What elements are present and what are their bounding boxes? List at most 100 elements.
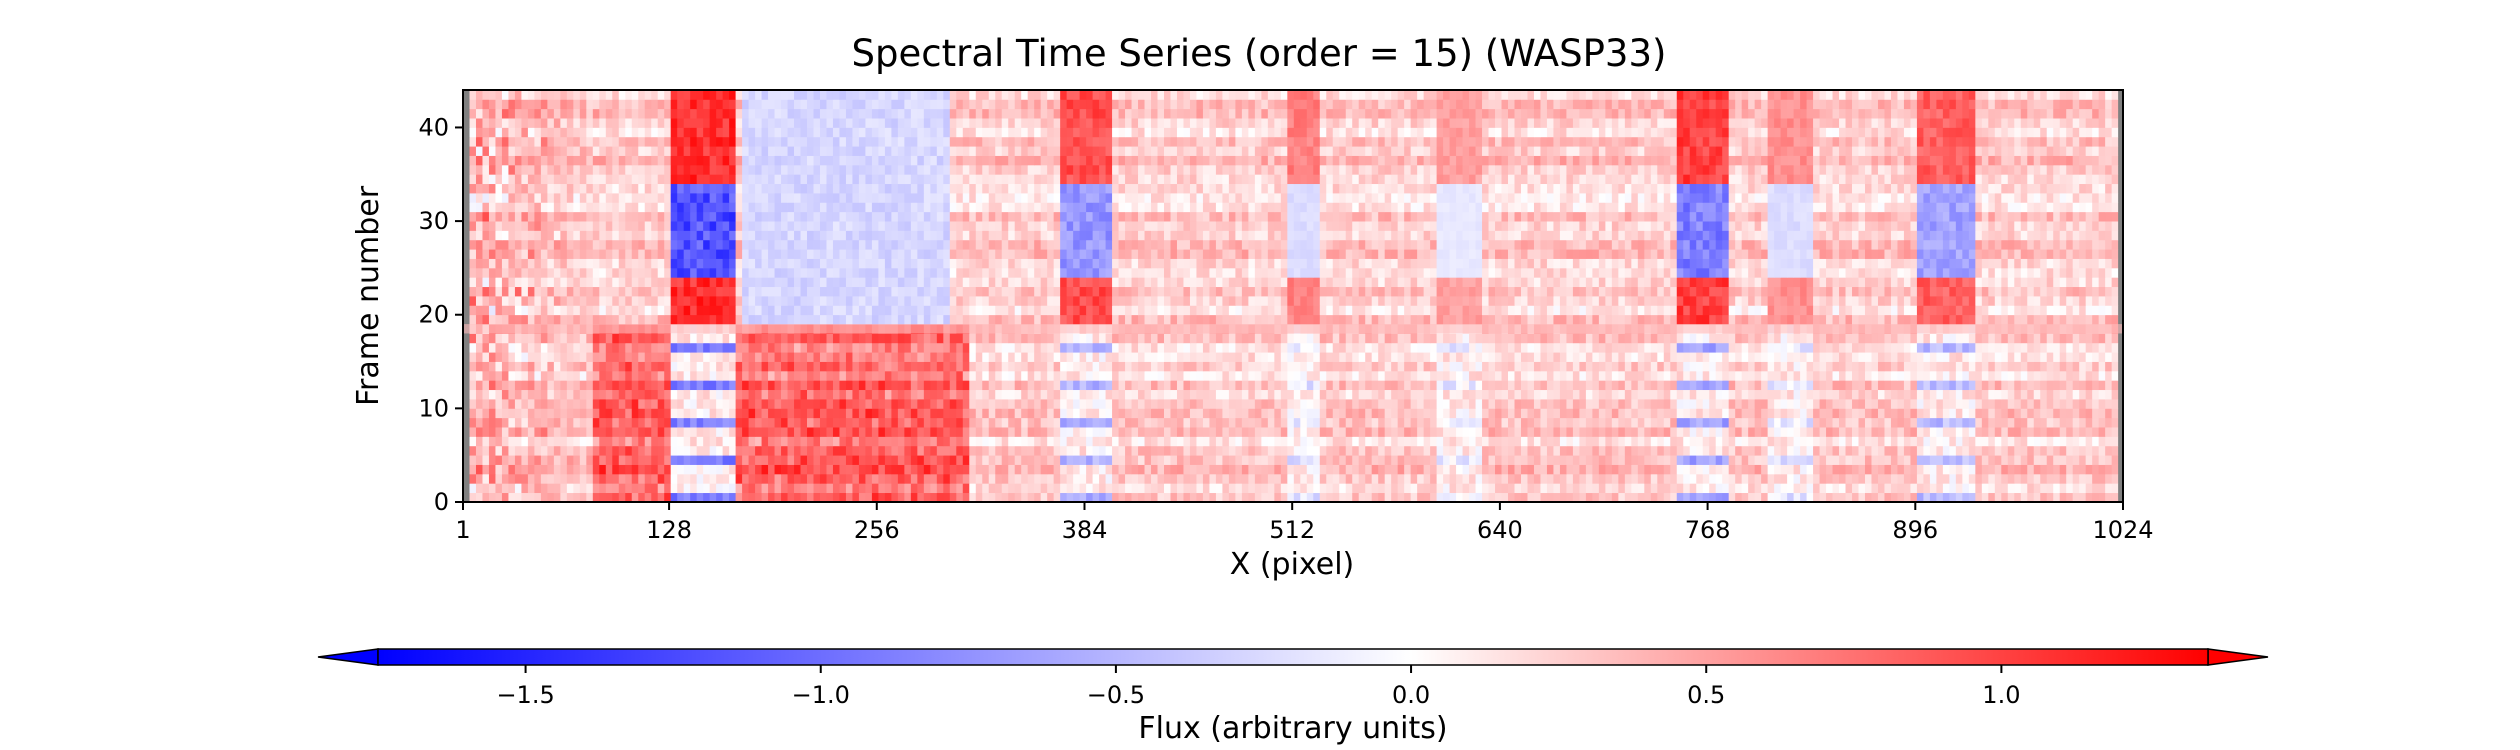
heatmap-cell (1780, 408, 1788, 419)
heatmap-cell (1326, 380, 1334, 391)
heatmap-cell (599, 380, 607, 391)
heatmap-cell (1014, 370, 1022, 381)
heatmap-cell (2014, 445, 2022, 456)
heatmap-cell (1365, 427, 1373, 437)
heatmap-cell (1884, 389, 1892, 400)
heatmap-cell (1916, 417, 1924, 428)
heatmap-cell (696, 389, 704, 400)
heatmap-cell (2033, 333, 2041, 344)
heatmap-cell (1365, 473, 1373, 484)
heatmap-cell (865, 455, 873, 465)
heatmap-cell (703, 361, 711, 372)
heatmap-cell (1903, 333, 1911, 344)
heatmap-cell (1079, 380, 1087, 391)
heatmap-cell (1631, 445, 1639, 456)
heatmap-cell (501, 408, 509, 419)
heatmap-cell (1092, 483, 1100, 494)
heatmap-cell (897, 455, 905, 465)
heatmap-cell (1676, 408, 1684, 419)
heatmap-cell (722, 436, 730, 447)
heatmap-cell (1832, 455, 1840, 465)
heatmap-cell (1189, 333, 1197, 344)
heatmap-cell (612, 427, 620, 437)
heatmap-cell (1196, 455, 1204, 465)
heatmap-cell (1813, 408, 1820, 419)
heatmap-cell (1378, 436, 1386, 447)
heatmap-cell (1248, 370, 1256, 381)
heatmap-cell (1975, 473, 1983, 484)
heatmap-cell (748, 473, 756, 484)
heatmap-cell (1300, 389, 1308, 400)
heatmap-cell (677, 408, 685, 419)
heatmap-cell (761, 427, 769, 437)
heatmap-cell (917, 427, 925, 437)
heatmap-cell (514, 370, 522, 381)
heatmap-cell (1968, 427, 1976, 437)
heatmap-cell (1241, 417, 1249, 428)
heatmap-cell (2092, 492, 2100, 503)
heatmap-cell (1014, 389, 1022, 400)
heatmap-cell (1508, 361, 1515, 372)
heatmap-cell (949, 352, 957, 362)
heatmap-cell (1955, 473, 1963, 484)
heatmap-cell (638, 417, 646, 428)
heatmap-cell (1877, 399, 1885, 409)
heatmap-cell (1858, 408, 1866, 419)
heatmap-cell (1495, 380, 1502, 391)
heatmap-cell (1280, 427, 1288, 437)
heatmap-cell (1287, 464, 1295, 475)
heatmap-cell (1222, 380, 1230, 391)
heatmap-cell (592, 408, 600, 419)
heatmap-cell (1566, 445, 1574, 456)
heatmap-cell (2040, 380, 2048, 391)
heatmap-cell (1176, 314, 1184, 325)
heatmap-cell (1293, 389, 1301, 400)
heatmap-cell (651, 314, 659, 325)
heatmap-cell (1592, 445, 1600, 456)
heatmap-cell (845, 333, 853, 344)
heatmap-cell (755, 473, 762, 484)
heatmap-cell (1430, 342, 1438, 353)
heatmap-cell (2118, 399, 2124, 409)
heatmap-cell (703, 342, 711, 353)
heatmap-cell (1826, 352, 1833, 362)
heatmap-cell (696, 427, 704, 437)
heatmap-cell (638, 389, 646, 400)
heatmap-cell (1657, 399, 1665, 409)
heatmap-cell (910, 399, 918, 409)
heatmap-cell (1241, 352, 1249, 362)
heatmap-cell (1391, 427, 1399, 437)
heatmap-cell (1715, 408, 1723, 419)
heatmap-cell (579, 473, 587, 484)
heatmap-cell (1014, 436, 1022, 447)
heatmap-cell (1650, 473, 1658, 484)
heatmap-cell (1572, 455, 1580, 465)
heatmap-cell (1683, 417, 1691, 428)
heatmap-cell (1780, 455, 1788, 465)
heatmap-cell (878, 464, 886, 475)
heatmap-cell (1553, 464, 1561, 475)
heatmap-cell (1631, 352, 1639, 362)
heatmap-cell (2020, 417, 2028, 428)
heatmap-cell (521, 361, 529, 372)
heatmap-cell (1942, 342, 1950, 353)
heatmap-cell (1962, 408, 1970, 419)
heatmap-cell (657, 314, 665, 325)
heatmap-cell (1780, 427, 1788, 437)
heatmap-cell (1378, 473, 1386, 484)
heatmap-cell (1404, 333, 1412, 344)
heatmap-cell (1462, 408, 1470, 419)
heatmap-cell (988, 370, 996, 381)
heatmap-cell (1508, 464, 1515, 475)
heatmap-cell (592, 417, 600, 428)
heatmap-cell (1176, 427, 1184, 437)
heatmap-cell (1189, 445, 1197, 456)
heatmap-cell (1430, 473, 1438, 484)
heatmap-cell (1877, 408, 1885, 419)
heatmap-cell (1787, 436, 1794, 447)
heatmap-cell (852, 333, 860, 344)
heatmap-cell (1767, 370, 1775, 381)
heatmap-cell (1715, 389, 1723, 400)
heatmap-cell (1300, 473, 1308, 484)
heatmap-cell (1676, 464, 1684, 475)
